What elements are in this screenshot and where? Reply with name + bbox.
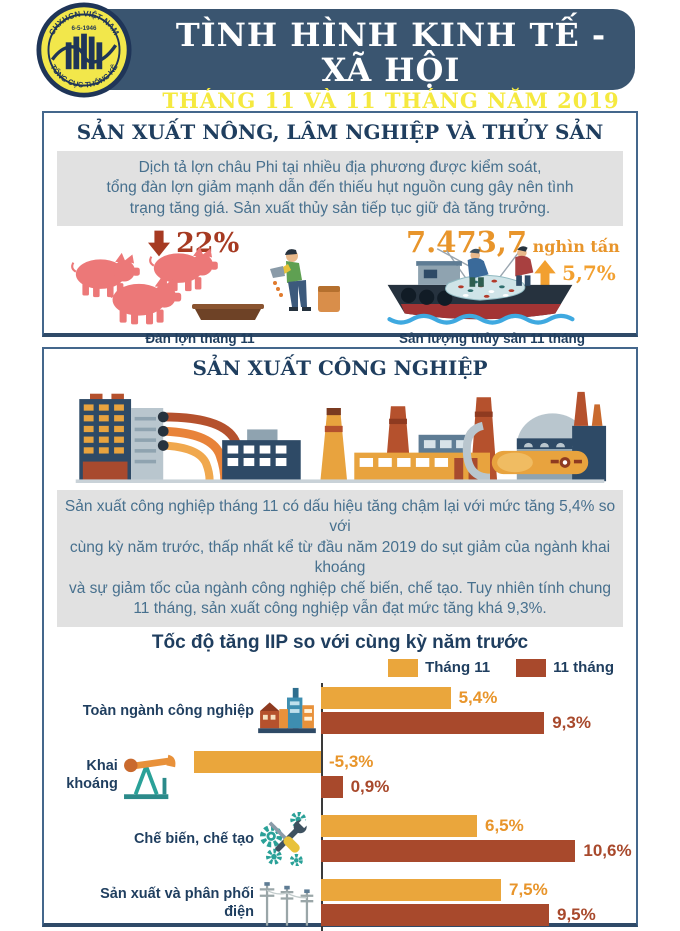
- chart-value-label: -5,3%: [329, 752, 374, 772]
- chart-bar: [193, 751, 321, 774]
- iip-chart-title: Tốc độ tăng IIP so với cùng kỳ năm trước: [151, 631, 529, 653]
- section-agriculture: SẢN XUẤT NÔNG, LÂM NGHIỆP VÀ THỦY SẢN Dị…: [42, 111, 638, 346]
- fishery-block: 7.473,7 nghìn tấn 5,7%: [348, 225, 636, 347]
- fisherman-blue: [467, 249, 489, 288]
- fishery-value-unit: nghìn tấn: [532, 237, 620, 257]
- chart-legend: Tháng 11 11 tháng: [44, 657, 636, 679]
- pigs-farmer-illustration: [71, 246, 340, 326]
- page-title: TÌNH HÌNH KINH TẾ - XÃ HỘI: [175, 16, 607, 90]
- chart-value-label: 10,6%: [583, 841, 632, 861]
- chart-bar: [321, 879, 501, 902]
- oil-pump-icon: [122, 749, 180, 801]
- chart-category-cell: Toàn ngành công nghiệp: [56, 685, 321, 737]
- chart-bar: [321, 712, 545, 735]
- iip-bar-chart: Toàn ngành công nghiệp 5,4% 9,3% Khai khoá…: [56, 682, 636, 931]
- chart-value-label: 9,5%: [557, 905, 596, 925]
- down-arrow-icon: [148, 231, 170, 257]
- chart-value-label: 5,4%: [458, 688, 498, 708]
- gso-logo-icon: CHXHCN VIỆT NAM TỔNG CỤC THỐNG KÊ 6-5-19…: [36, 2, 132, 98]
- chart-category-cell: Khai khoáng: [56, 749, 321, 801]
- chart-value-label: 7,5%: [509, 880, 548, 900]
- chart-bar: [321, 776, 343, 799]
- agriculture-summary: Dịch tả lợn châu Phi tại nhiều địa phươn…: [57, 151, 623, 227]
- fishery-value-number: 7.473,7: [406, 225, 528, 260]
- fishery-stat: 5,7%: [534, 260, 616, 286]
- logo-bars: [65, 33, 103, 70]
- factory-skyline-illustration: [75, 391, 607, 483]
- chart-bar: [321, 815, 477, 838]
- chart-row: Toàn ngành công nghiệp 5,4% 9,3%: [56, 685, 636, 737]
- industry-summary: Sản xuất công nghiệp tháng 11 có dấu hiệ…: [57, 490, 623, 627]
- fishery-caption: Sản lượng thủy sản 11 tháng: [399, 331, 585, 347]
- iip-chart-rows: Toàn ngành công nghiệp 5,4% 9,3% Khai khoá…: [56, 685, 636, 931]
- chart-bar: [321, 904, 549, 927]
- chart-bar: [321, 840, 576, 863]
- legend-label-month: Tháng 11: [425, 659, 491, 677]
- chart-bars-cell: -5,3% 0,9%: [193, 751, 621, 799]
- fisherman-red: [515, 246, 534, 287]
- legend-label-cumulative: 11 tháng: [553, 659, 614, 677]
- logo-date-text: 6-5-1946: [72, 25, 97, 32]
- chart-bars-cell: 7,5% 9,5%: [321, 879, 621, 927]
- chart-row: Chế biến, chế tạo 6,5% 10,6%: [56, 811, 636, 866]
- section-industry: SẢN XUẤT CÔNG NGHIỆP: [42, 347, 638, 931]
- chart-category-label: Toàn ngành công nghiệp: [82, 702, 254, 719]
- legend-item-cumulative: 11 tháng: [516, 658, 614, 677]
- chart-category-label: Chế biến, chế tạo: [133, 830, 254, 847]
- industry-title: SẢN XUẤT CÔNG NGHIỆP: [192, 356, 488, 380]
- legend-item-month: Tháng 11: [388, 658, 491, 677]
- chart-row: Khai khoáng -5,3% 0,9%: [56, 749, 636, 801]
- legend-swatch-cumulative: [516, 658, 547, 677]
- agriculture-content: 22%: [44, 225, 636, 347]
- fishing-boat-illustration: [387, 246, 575, 326]
- chart-category-cell: Sản xuất và phân phối điện: [56, 877, 321, 929]
- chart-row: Sản xuất và phân phối điện 7,5% 9,5%: [56, 877, 636, 929]
- legend-swatch-month: [388, 658, 419, 677]
- chart-axis-line: [321, 682, 323, 931]
- fishery-value: 7.473,7 nghìn tấn: [406, 225, 620, 259]
- factory-icon: [258, 685, 316, 737]
- farmer-figure: [270, 249, 340, 313]
- header-bar: TÌNH HÌNH KINH TẾ - XÃ HỘI THÁNG 11 VÀ 1…: [55, 9, 635, 113]
- chart-value-label: 6,5%: [485, 816, 524, 836]
- page-subtitle: THÁNG 11 VÀ 11 THÁNG NĂM 2019: [162, 88, 620, 114]
- livestock-block: 22%: [52, 228, 348, 346]
- agriculture-title: SẢN XUẤT NÔNG, LÂM NGHIỆP VÀ THỦY SẢN: [76, 120, 604, 144]
- chart-category-cell: Chế biến, chế tạo: [56, 811, 321, 866]
- chart-category-label: Sản xuất và phân phối điện: [100, 885, 254, 920]
- chart-bar: [321, 687, 451, 710]
- chart-bars-cell: 6,5% 10,6%: [321, 815, 632, 863]
- chart-category-label: Khai khoáng: [66, 757, 118, 792]
- chart-bars-cell: 5,4% 9,3%: [321, 687, 621, 735]
- up-arrow-icon: [534, 260, 556, 286]
- power-lines-icon: [258, 877, 316, 929]
- livestock-caption: Đàn lợn tháng 11: [145, 331, 255, 347]
- fishery-change: 5,7%: [562, 260, 616, 285]
- gears-wrench-icon: [258, 811, 316, 866]
- livestock-stat: 22%: [148, 228, 239, 259]
- chart-value-label: 9,3%: [552, 713, 591, 733]
- chart-value-label: 0,9%: [350, 777, 390, 797]
